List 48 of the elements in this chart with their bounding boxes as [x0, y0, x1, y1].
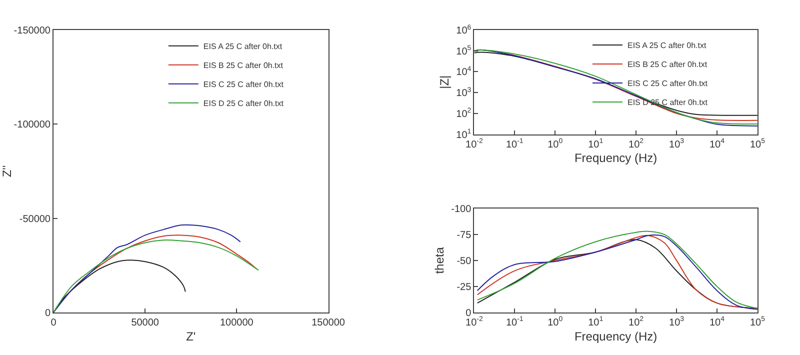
- y-tick-label: -100: [451, 204, 472, 215]
- x-tick-label: 10$^{3}$: [669, 138, 684, 150]
- x-tick-label: 10$^{5}$: [750, 138, 766, 150]
- x-tick-label: 10$^{-2}$: [465, 138, 483, 150]
- y-axis-title: theta: [432, 246, 446, 274]
- x-tick-label: 10$^{-2}$: [465, 316, 483, 328]
- x-axis-title: Frequency (Hz): [574, 329, 658, 344]
- x-tick-label: 10$^{-1}$: [506, 138, 524, 150]
- y-tick-label: 0: [44, 308, 51, 319]
- legend-label: EIS C 25 C after 0h.txt: [203, 80, 284, 89]
- legend-label: EIS B 25 C after 0h.txt: [203, 60, 284, 70]
- x-tick-label: 10$^{2}$: [628, 138, 644, 150]
- x-axis-title: Frequency (Hz): [574, 151, 658, 166]
- x-tick-label: 10$^{4}$: [709, 316, 725, 328]
- x-tick-label: 100000: [220, 317, 254, 328]
- y-tick-label: -150000: [14, 25, 51, 36]
- x-tick-label: 150000: [312, 317, 346, 328]
- legend-label: EIS C 25 C after 0h.txt: [627, 79, 708, 88]
- x-tick-label: 10$^{-1}$: [506, 316, 524, 328]
- y-tick-label: 10$^{6}$: [456, 24, 472, 36]
- y-tick-label: 10$^{4}$: [456, 66, 472, 78]
- y-tick-label: -100000: [14, 120, 51, 131]
- x-tick-label: 50000: [131, 317, 160, 328]
- x-axis-title: Z': [186, 329, 196, 344]
- line-series: [54, 224, 241, 312]
- y-tick-label: 10$^{1}$: [456, 128, 472, 141]
- legend-label: EIS D 25 C after 0h.txt: [203, 98, 284, 108]
- legend-label: EIS B 25 C after 0h.txt: [627, 60, 708, 70]
- y-tick-label: 0: [466, 308, 472, 319]
- y-axis-title: Z'': [0, 165, 14, 178]
- y-tick-label: -50: [456, 256, 472, 267]
- x-tick-label: 10$^{1}$: [588, 138, 604, 150]
- y-tick-label: 10$^{2}$: [456, 108, 472, 120]
- x-tick-label: 10$^{4}$: [709, 138, 725, 150]
- y-tick-label: -25: [456, 282, 472, 293]
- x-tick-label: 10$^{5}$: [750, 316, 766, 328]
- x-tick-label: 10$^{3}$: [669, 316, 684, 328]
- legend-label: EIS A 25 C after 0h.txt: [627, 41, 707, 50]
- y-tick-label: 10$^{3}$: [456, 86, 472, 100]
- y-tick-label: 10$^{5}$: [456, 45, 472, 58]
- x-tick-label: 10$^{0}$: [548, 138, 563, 150]
- y-tick-label: -50000: [19, 214, 51, 225]
- x-tick-label: 10$^{1}$: [588, 316, 604, 328]
- legend-label: EIS A 25 C after 0h.txt: [203, 42, 283, 51]
- y-axis-title: |Z|: [437, 75, 452, 89]
- x-tick-label: 10$^{2}$: [628, 316, 644, 328]
- x-tick-label: 10$^{0}$: [548, 316, 563, 328]
- y-tick-label: -75: [456, 230, 472, 241]
